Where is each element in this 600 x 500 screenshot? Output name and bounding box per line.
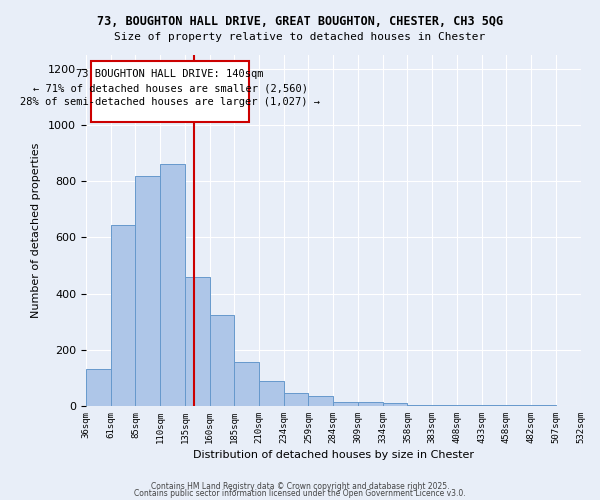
Bar (407, 404, 432, 406)
Bar (86, 370, 110, 406)
Text: ← 71% of detached houses are smaller (2,560): ← 71% of detached houses are smaller (2,… (32, 83, 308, 93)
Bar (209, 314, 235, 406)
Bar (110, 225, 136, 406)
Text: Contains HM Land Registry data © Crown copyright and database right 2025.: Contains HM Land Registry data © Crown c… (151, 482, 449, 491)
Text: 28% of semi-detached houses are larger (1,027) →: 28% of semi-detached houses are larger (… (20, 97, 320, 107)
Text: 73, BOUGHTON HALL DRIVE, GREAT BOUGHTON, CHESTER, CH3 5QG: 73, BOUGHTON HALL DRIVE, GREAT BOUGHTON,… (97, 15, 503, 28)
X-axis label: Distribution of detached houses by size in Chester: Distribution of detached houses by size … (193, 450, 474, 460)
Bar (358, 402, 383, 406)
Bar (383, 403, 407, 406)
FancyBboxPatch shape (91, 60, 249, 122)
Bar (259, 380, 284, 406)
Bar (136, 176, 160, 406)
Bar (185, 277, 209, 406)
Bar (308, 396, 333, 406)
Bar (333, 402, 358, 406)
Bar (160, 164, 185, 406)
Text: Size of property relative to detached houses in Chester: Size of property relative to detached ho… (115, 32, 485, 42)
Bar (457, 404, 482, 406)
Bar (284, 394, 308, 406)
Y-axis label: Number of detached properties: Number of detached properties (31, 143, 41, 318)
Bar (235, 362, 259, 406)
Text: Contains public sector information licensed under the Open Government Licence v3: Contains public sector information licen… (134, 490, 466, 498)
Bar (432, 404, 457, 406)
Text: 73 BOUGHTON HALL DRIVE: 140sqm: 73 BOUGHTON HALL DRIVE: 140sqm (76, 69, 264, 79)
